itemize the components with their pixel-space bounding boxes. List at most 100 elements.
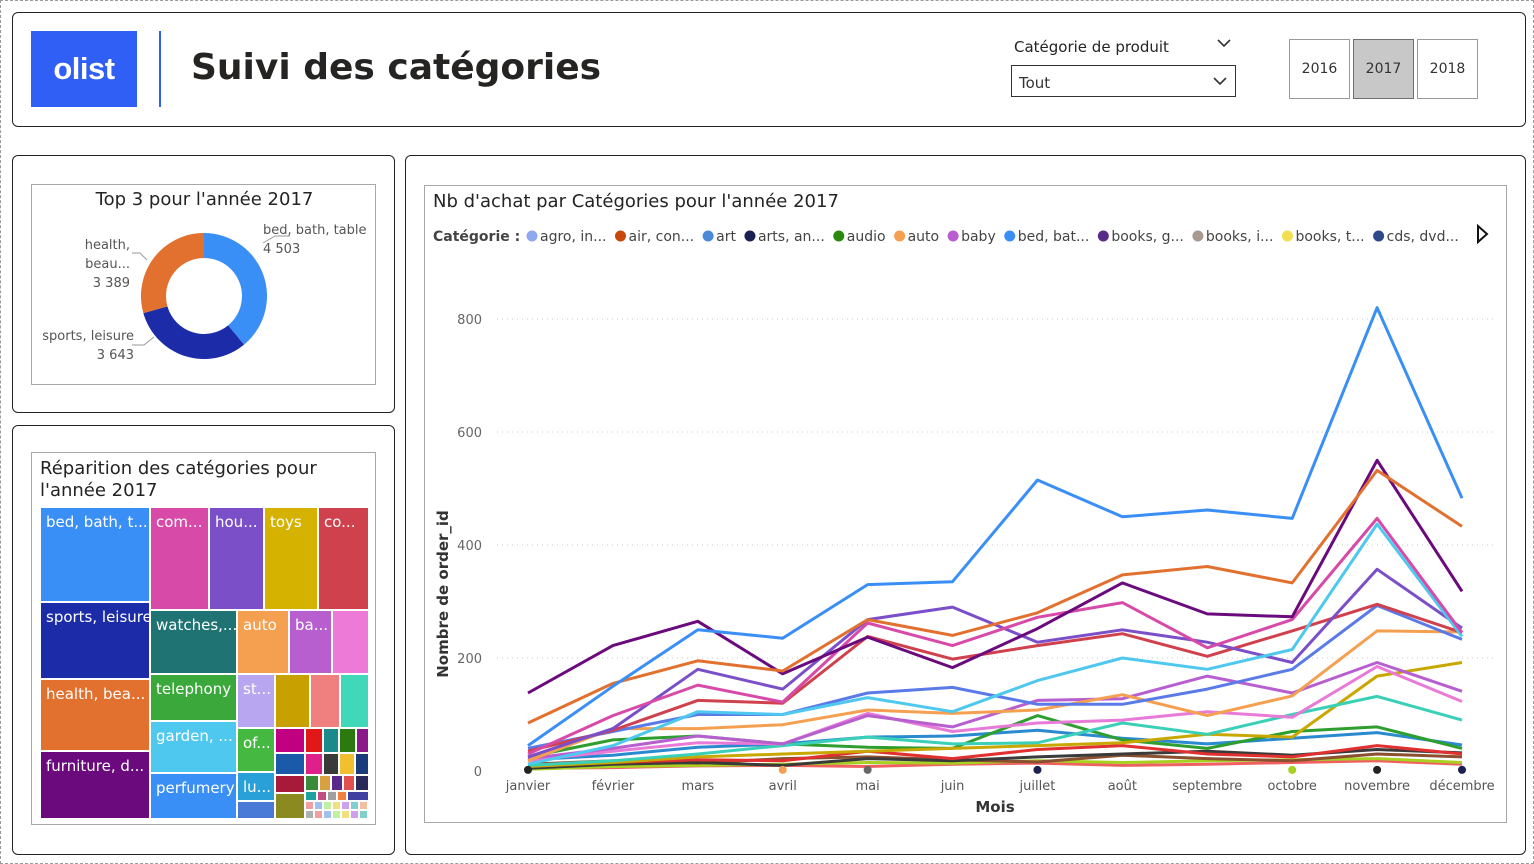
treemap-cell[interactable] <box>305 753 323 775</box>
treemap-cell[interactable]: garden, ... <box>150 721 237 773</box>
legend-item[interactable]: agro, in... <box>540 229 607 245</box>
legend-item[interactable]: books, t... <box>1295 229 1364 245</box>
treemap-cell[interactable] <box>347 791 369 801</box>
series-line[interactable] <box>527 306 1464 747</box>
treemap-cell[interactable] <box>355 753 369 775</box>
treemap-cell[interactable] <box>275 775 305 793</box>
treemap-cell[interactable] <box>314 810 323 819</box>
treemap-cell[interactable]: ba... <box>289 610 332 674</box>
treemap-cell[interactable] <box>305 801 314 810</box>
treemap-cell[interactable] <box>341 801 350 810</box>
line-chart-visual[interactable]: Nb d'achat par Catégories pour l'année 2… <box>424 185 1507 823</box>
treemap-cell[interactable] <box>339 728 356 753</box>
donut-slice[interactable] <box>141 233 204 314</box>
treemap-cell[interactable] <box>332 810 341 819</box>
data-point[interactable] <box>863 765 872 774</box>
series-line[interactable] <box>527 665 1463 763</box>
data-point[interactable] <box>1288 765 1297 774</box>
treemap-cell[interactable]: furniture, d... <box>40 751 150 819</box>
donut-slice[interactable] <box>204 233 267 345</box>
treemap-cell[interactable] <box>332 801 341 810</box>
treemap-cell[interactable]: toys <box>264 507 318 610</box>
series-line[interactable] <box>527 744 1463 767</box>
treemap-cell[interactable] <box>314 801 323 810</box>
treemap-cell[interactable] <box>275 728 305 753</box>
legend-item[interactable]: bed, bat... <box>1018 229 1090 245</box>
treemap-cell[interactable] <box>355 775 369 791</box>
treemap-cell[interactable] <box>275 793 305 819</box>
treemap-cell[interactable] <box>327 791 337 801</box>
data-point[interactable] <box>1373 765 1382 774</box>
legend-item[interactable]: auto <box>908 229 940 245</box>
treemap-cell[interactable]: auto <box>237 610 289 674</box>
series-line[interactable] <box>527 661 1463 761</box>
legend-item[interactable]: books, i... <box>1206 229 1274 245</box>
legend-item[interactable]: air, con... <box>629 229 695 245</box>
treemap-cell[interactable] <box>319 775 331 791</box>
treemap-cell[interactable] <box>341 810 350 819</box>
treemap-cell[interactable] <box>237 801 275 819</box>
treemap-cell[interactable] <box>356 728 369 753</box>
series-line[interactable] <box>527 458 1464 695</box>
chevron-down-icon[interactable] <box>1215 35 1233 51</box>
treemap-cell[interactable]: sports, leisure <box>40 602 150 679</box>
treemap-cell[interactable] <box>275 753 305 775</box>
treemap-visual[interactable]: Réparition des catégories pour l'année 2… <box>31 452 376 825</box>
treemap-cell[interactable] <box>323 753 339 775</box>
treemap-cell[interactable]: bed, bath, t... <box>40 507 150 602</box>
treemap-cell[interactable] <box>323 810 332 819</box>
treemap-cell[interactable]: hou... <box>209 507 264 610</box>
series-line[interactable] <box>527 694 1463 767</box>
treemap-cell[interactable] <box>340 674 369 728</box>
treemap-cell[interactable] <box>350 801 359 810</box>
treemap-cell[interactable] <box>317 791 327 801</box>
year-button-2017[interactable]: 2017 <box>1353 39 1414 99</box>
year-button-2016[interactable]: 2016 <box>1289 39 1350 99</box>
treemap-cell[interactable]: st... <box>237 674 275 728</box>
treemap-cell[interactable] <box>350 810 359 819</box>
legend-item[interactable]: audio <box>847 229 886 245</box>
treemap-cell[interactable] <box>339 753 355 775</box>
data-point[interactable] <box>1458 765 1466 774</box>
treemap-cell[interactable] <box>331 775 343 791</box>
treemap-cell[interactable] <box>359 810 368 819</box>
legend-item[interactable]: books, g... <box>1111 229 1184 245</box>
series-line[interactable] <box>527 468 1463 725</box>
series-line[interactable] <box>527 661 1463 768</box>
treemap-cell[interactable] <box>343 775 355 791</box>
treemap-cell[interactable] <box>305 810 314 819</box>
treemap-cell[interactable] <box>275 674 310 728</box>
treemap-cell[interactable]: perfumery <box>150 773 237 819</box>
treemap-cell[interactable] <box>323 801 332 810</box>
treemap-cell[interactable] <box>337 791 347 801</box>
top3-visual[interactable]: Top 3 pour l'année 2017 bed, bath, table… <box>31 184 376 385</box>
treemap-cell[interactable]: of... <box>237 728 275 772</box>
donut-slice[interactable] <box>143 306 245 359</box>
treemap-cell[interactable]: co... <box>318 507 369 610</box>
treemap-cell[interactable] <box>359 801 368 810</box>
treemap-cell[interactable] <box>310 674 340 728</box>
legend-next-arrow-icon[interactable] <box>1477 223 1489 245</box>
treemap-cell[interactable]: lu... <box>237 772 275 801</box>
treemap-cell[interactable] <box>305 775 319 791</box>
treemap-cell[interactable]: com... <box>150 507 209 610</box>
data-point[interactable] <box>1033 765 1042 774</box>
treemap-cell[interactable] <box>323 728 339 753</box>
treemap-cell[interactable] <box>305 791 317 801</box>
treemap-cell[interactable] <box>305 728 323 753</box>
data-point[interactable] <box>524 765 532 774</box>
series-line[interactable] <box>527 522 1464 766</box>
legend-item[interactable]: baby <box>961 229 996 245</box>
data-point[interactable] <box>778 765 787 774</box>
series-line[interactable] <box>527 629 1463 763</box>
treemap-cell[interactable]: watches,... <box>150 610 237 674</box>
legend-item[interactable]: art <box>716 229 736 245</box>
treemap-cell[interactable]: health, bea... <box>40 679 150 751</box>
treemap-cell[interactable]: telephony <box>150 674 237 721</box>
treemap-cell[interactable] <box>332 610 369 674</box>
legend-item[interactable]: cds, dvd... <box>1387 229 1459 245</box>
category-dropdown[interactable]: Tout <box>1011 65 1236 97</box>
legend-item[interactable]: arts, an... <box>758 229 825 245</box>
year-button-2018[interactable]: 2018 <box>1417 39 1478 99</box>
series-line[interactable] <box>527 516 1464 756</box>
